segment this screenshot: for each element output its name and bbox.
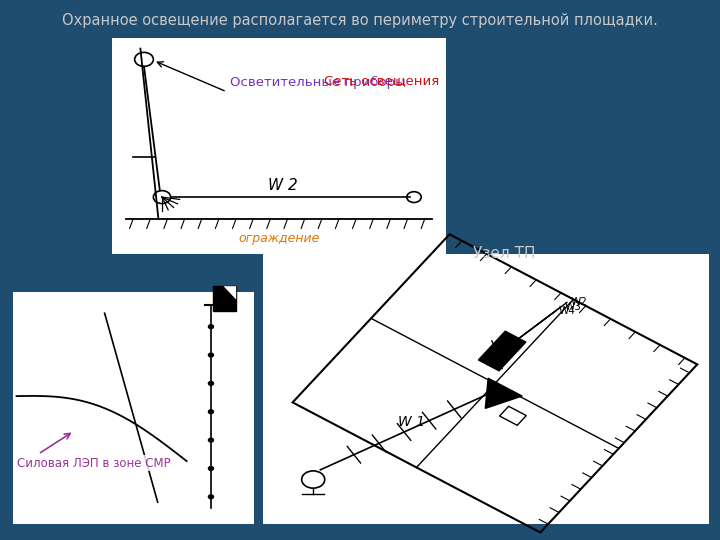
Circle shape bbox=[209, 495, 214, 499]
Text: Осветительные приборы: Осветительные приборы bbox=[230, 76, 406, 89]
Text: Узел ТП: Узел ТП bbox=[473, 246, 535, 261]
Circle shape bbox=[209, 410, 214, 414]
Text: Охранное освещение располагается во периметру строительной площадки.: Охранное освещение располагается во пери… bbox=[62, 14, 658, 29]
Polygon shape bbox=[500, 406, 526, 426]
Text: W 1: W 1 bbox=[397, 415, 425, 429]
Text: Силовая ЛЭП в зоне СМР: Силовая ЛЭП в зоне СМР bbox=[17, 457, 170, 470]
Circle shape bbox=[209, 467, 214, 470]
Polygon shape bbox=[485, 378, 522, 408]
Bar bbox=[213, 286, 236, 310]
Circle shape bbox=[209, 438, 214, 442]
Text: W2: W2 bbox=[570, 298, 588, 307]
Bar bbox=[112, 38, 446, 254]
Circle shape bbox=[209, 325, 214, 328]
Circle shape bbox=[209, 381, 214, 386]
Polygon shape bbox=[223, 286, 236, 300]
Text: ограждение: ограждение bbox=[238, 232, 320, 245]
Text: W 2: W 2 bbox=[269, 178, 298, 193]
Text: W3: W3 bbox=[564, 302, 582, 312]
Text: W4: W4 bbox=[559, 306, 576, 316]
Bar bbox=[13, 292, 254, 524]
Bar bbox=[263, 254, 709, 524]
Polygon shape bbox=[478, 331, 526, 371]
Circle shape bbox=[209, 353, 214, 357]
Text: Сеть освещения: Сеть освещения bbox=[324, 75, 439, 87]
